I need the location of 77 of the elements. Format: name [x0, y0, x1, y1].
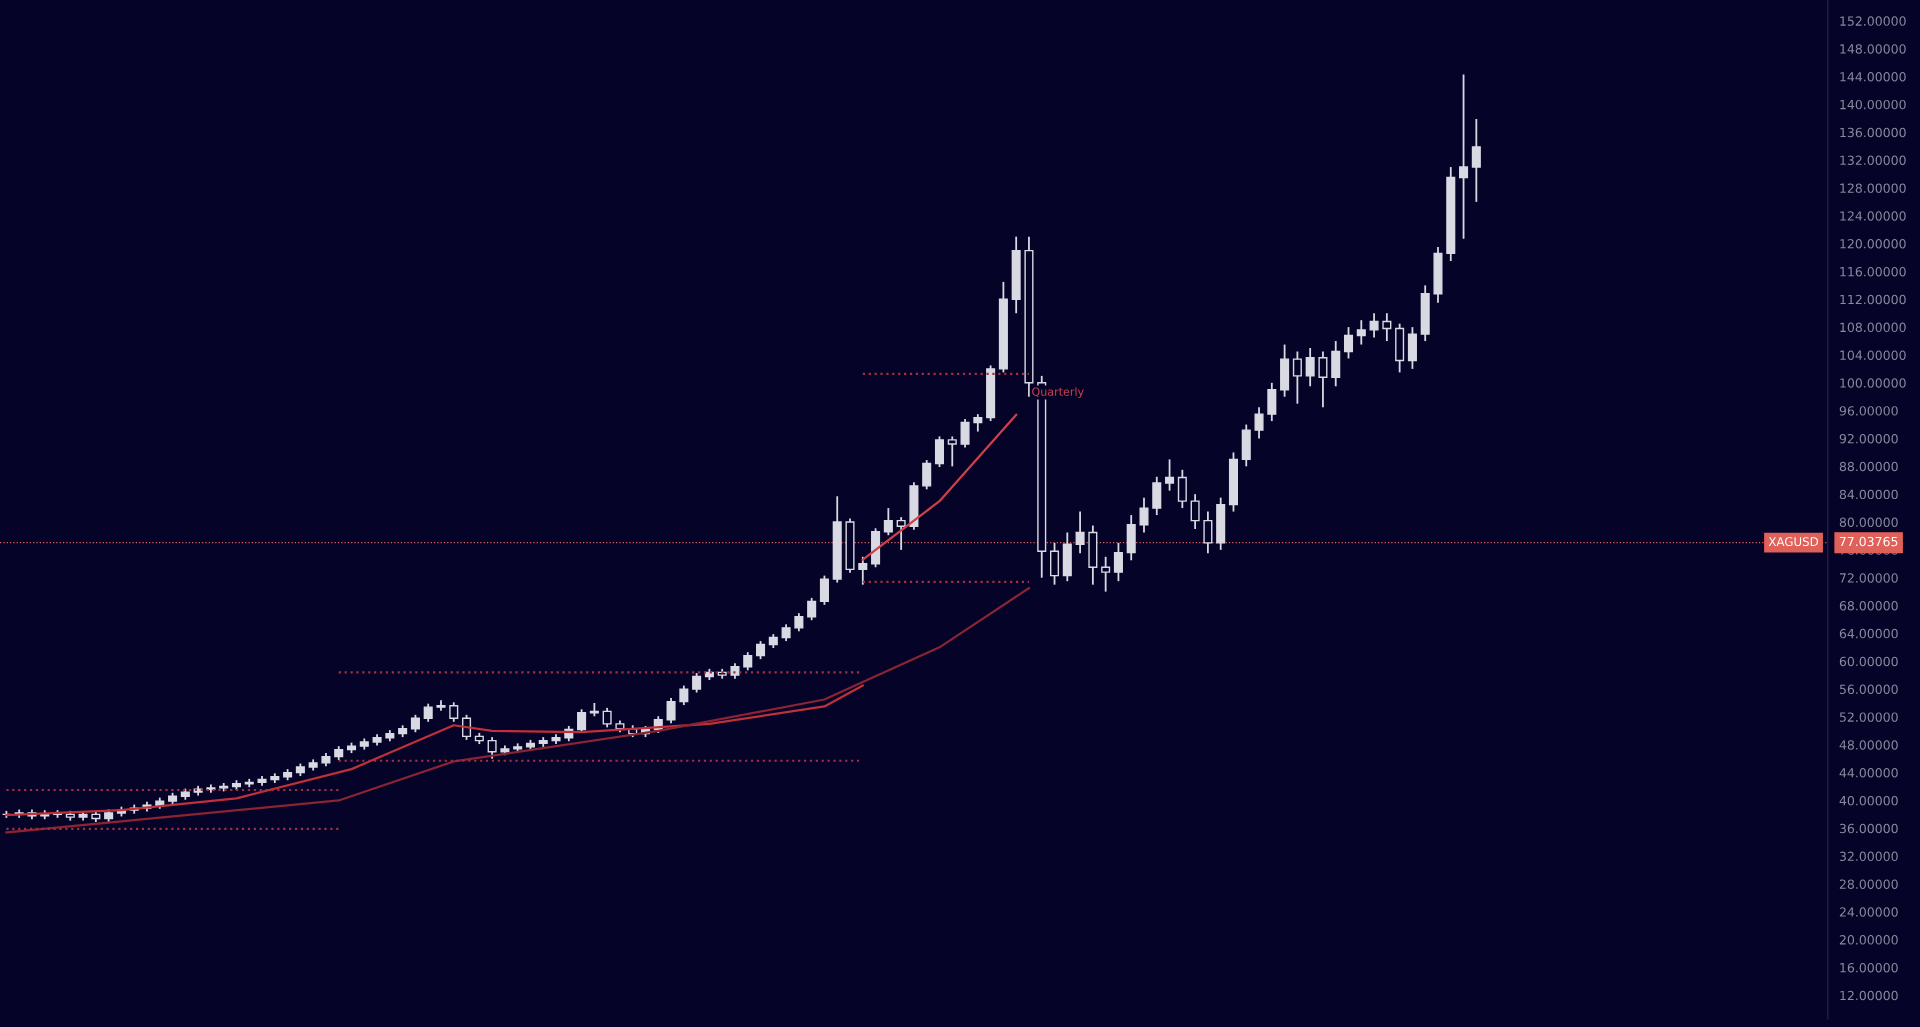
candlestick — [934, 435, 945, 468]
y-tick-label: 108.00000 — [1840, 322, 1906, 333]
y-tick-label: 116.00000 — [1840, 266, 1906, 277]
candlestick — [883, 507, 893, 537]
candlestick — [1356, 319, 1366, 346]
y-tick-label: 72.00000 — [1839, 573, 1898, 583]
candlestick — [922, 459, 932, 491]
candlestick — [1075, 510, 1085, 555]
y-tick-label: 16.00000 — [1840, 962, 1898, 973]
candlestick — [1369, 312, 1379, 339]
y-tick-label: 132.00000 — [1840, 155, 1906, 166]
candlestick — [1113, 541, 1123, 583]
text: 77.03765 — [1839, 536, 1898, 547]
line-series — [5, 587, 1031, 834]
y-tick-label: 100.00000 — [1840, 378, 1906, 388]
y-tick-label: 36.00000 — [1839, 823, 1898, 834]
candlestick — [819, 574, 829, 606]
candlestick — [1318, 350, 1328, 409]
candlestick — [1190, 493, 1200, 530]
candlestick — [756, 640, 766, 661]
y-tick-label: 28.00000 — [1839, 879, 1898, 889]
candlestick — [577, 708, 587, 734]
y-tick-label: 148.00000 — [1840, 44, 1906, 54]
annotation: Quarterly — [1032, 387, 1084, 398]
candlestick — [1343, 326, 1354, 360]
y-tick-label: 24.00000 — [1839, 907, 1898, 917]
candlestick — [1382, 312, 1392, 342]
candlestick — [1177, 468, 1187, 510]
y-tick-label: 48.00000 — [1839, 740, 1898, 750]
candlestick — [960, 418, 970, 449]
y-tick-label: 44.00000 — [1839, 768, 1898, 778]
candlestick — [794, 612, 804, 633]
candlestick — [1305, 347, 1315, 388]
y-tick-label: 96.00000 — [1839, 406, 1898, 416]
y-tick-label: 152.00000 — [1840, 16, 1906, 26]
y-tick-label: 128.00000 — [1840, 183, 1906, 193]
candlestick — [487, 736, 497, 760]
y-tick-label: 68.00000 — [1839, 601, 1898, 611]
candlestick — [602, 706, 612, 729]
candlestick — [947, 435, 957, 468]
y-tick-label: 32.00000 — [1839, 851, 1898, 862]
y-tick-label: 136.00000 — [1840, 127, 1906, 138]
candlestick — [449, 701, 459, 723]
y-tick-label: 56.00000 — [1839, 684, 1898, 694]
candlestick — [666, 697, 676, 725]
y-tick-label: 120.00000 — [1840, 239, 1906, 249]
candlestick — [692, 672, 702, 694]
y-tick-label: 40.00000 — [1839, 795, 1898, 806]
y-tick-label: 80.00000 — [1839, 517, 1898, 527]
y-tick-label: 52.00000 — [1839, 712, 1898, 722]
y-tick-label: 84.00000 — [1839, 489, 1898, 500]
y-tick-label: 144.00000 — [1840, 72, 1906, 82]
candlestick — [1254, 406, 1264, 440]
candlestick — [1101, 555, 1111, 593]
candlestick — [1471, 118, 1481, 203]
candlestick — [807, 596, 817, 622]
candlestick — [1165, 458, 1175, 492]
candlestick — [423, 702, 433, 723]
candlestick — [1292, 350, 1302, 405]
candlestick — [896, 516, 906, 551]
candlestick — [743, 651, 753, 672]
y-tick-label: 12.00000 — [1840, 990, 1898, 1001]
y-tick-label: 88.00000 — [1839, 461, 1898, 472]
y-tick-label: 124.00000 — [1840, 211, 1906, 221]
y-tick-label: 112.00000 — [1840, 294, 1906, 305]
y-tick-label: 92.00000 — [1839, 433, 1898, 444]
y-tick-label: 20.00000 — [1839, 935, 1898, 945]
candlestick — [1139, 496, 1149, 534]
y-tick-label: 140.00000 — [1840, 99, 1906, 110]
candlestick — [1459, 73, 1469, 240]
y-tick-label: 104.00000 — [1840, 350, 1906, 360]
candlestick — [1203, 510, 1213, 555]
candlestick — [858, 555, 868, 586]
candlestick — [679, 684, 689, 706]
ref-line-label: XAGUSD — [1768, 537, 1818, 547]
y-tick-label: 60.00000 — [1839, 656, 1898, 667]
y-tick-label: 64.00000 — [1839, 628, 1898, 639]
